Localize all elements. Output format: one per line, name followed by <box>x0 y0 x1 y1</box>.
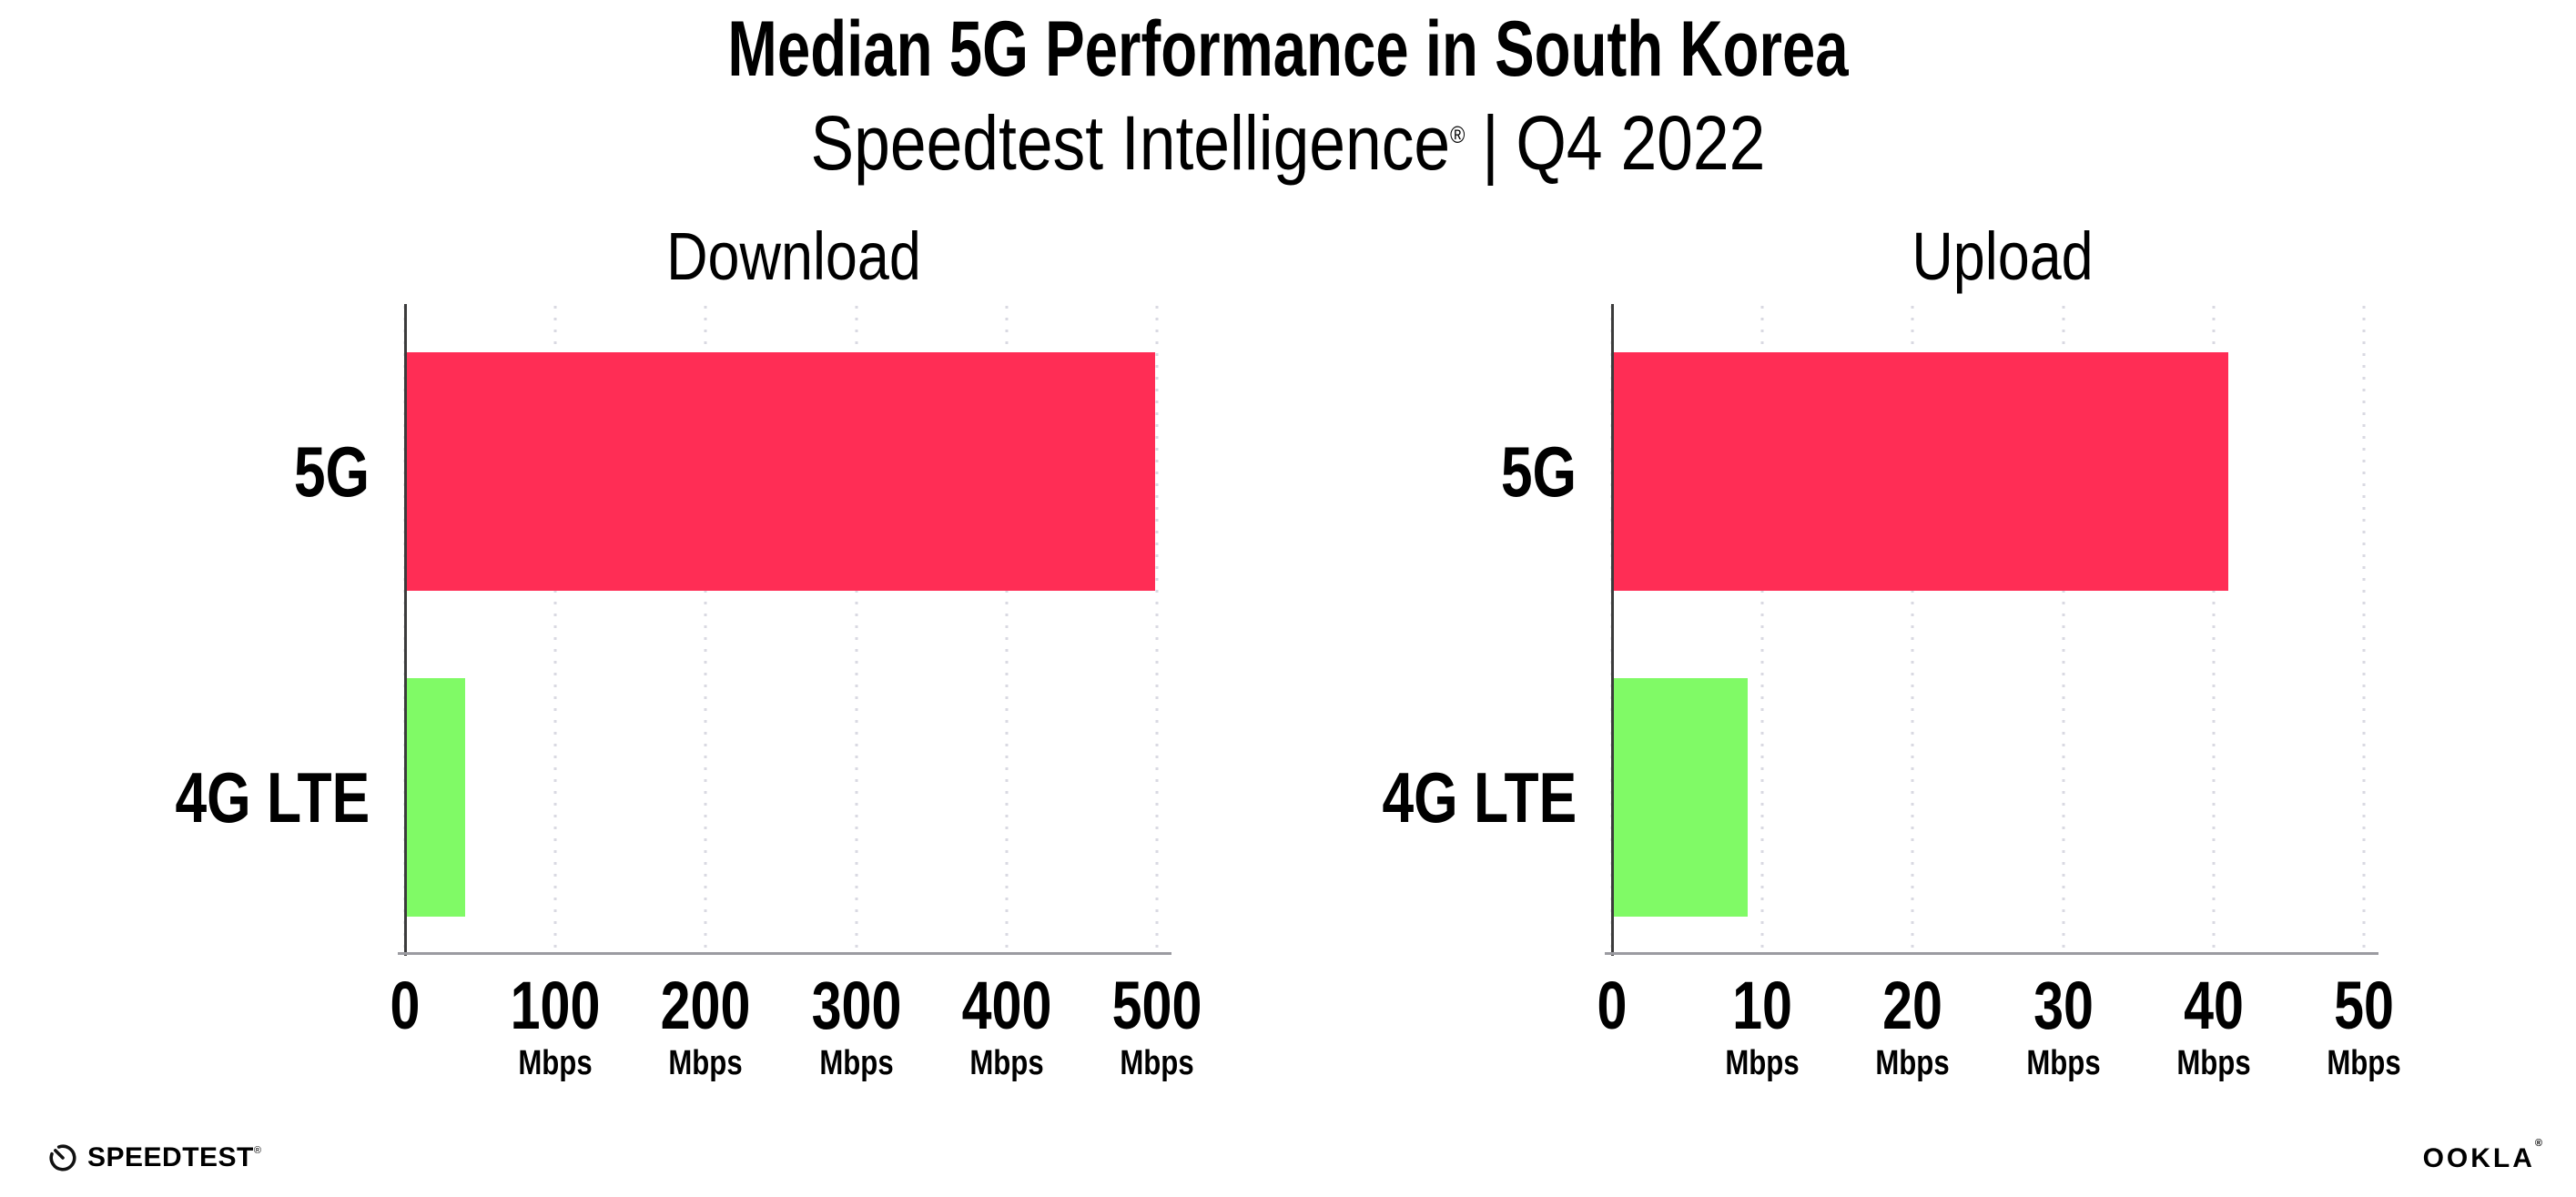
registered-mark: ® <box>1450 121 1465 148</box>
gridline-0 <box>1610 306 1614 954</box>
x-tick-value: 50 <box>2334 968 2394 1043</box>
speedtest-trademark: ® <box>253 1145 261 1156</box>
x-tick-20: 20 Mbps <box>1868 968 1958 1082</box>
x-tick-unit: Mbps <box>2327 1044 2401 1082</box>
ookla-logo: OOKLA® <box>2422 1138 2545 1174</box>
gridline-300 <box>855 306 858 954</box>
gridline-0 <box>403 306 407 954</box>
x-tick-30: 30 Mbps <box>2018 968 2108 1082</box>
gridline-30 <box>2062 306 2065 954</box>
x-tick-value: 200 <box>661 968 751 1043</box>
category-label-4g-lte: 4G LTE <box>1185 761 1577 834</box>
x-tick-100: 100 Mbps <box>499 968 611 1082</box>
x-tick-value: 30 <box>2033 968 2094 1043</box>
ookla-trademark: ® <box>2534 1138 2545 1149</box>
bar-4g-lte <box>1612 678 1748 917</box>
gridline-100 <box>553 306 557 954</box>
subtitle-period: Q4 2022 <box>1516 100 1766 186</box>
x-tick-unit: Mbps <box>818 1044 894 1082</box>
figure-title-text: Median 5G Performance in South Korea <box>727 5 1849 93</box>
x-tick-200: 200 Mbps <box>650 968 762 1082</box>
download-x-axis-ticks: 0 100 Mbps 200 Mbps 300 Mbps 400 Mbps 500 Mbps <box>390 968 1202 1100</box>
x-tick-value: 0 <box>1597 968 1628 1043</box>
category-label-text: 5G <box>293 431 370 512</box>
figure-subtitle: Speedtest Intelligence® | Q4 2022 <box>0 93 2576 185</box>
bar-5g <box>405 352 1156 591</box>
gridline-10 <box>1760 306 1764 954</box>
x-tick-300: 300 Mbps <box>800 968 912 1082</box>
x-tick-400: 400 Mbps <box>950 968 1062 1082</box>
x-tick-value: 20 <box>1882 968 1943 1043</box>
x-tick-value: 500 <box>1111 968 1202 1043</box>
gridline-200 <box>704 306 707 954</box>
category-label-5g: 5G <box>1185 435 1577 508</box>
x-tick-unit: Mbps <box>1875 1044 1951 1082</box>
x-tick-unit: Mbps <box>1725 1044 1800 1082</box>
category-label-5g: 5G <box>0 435 370 508</box>
category-label-text: 5G <box>1500 431 1577 512</box>
category-label-4g-lte: 4G LTE <box>0 761 370 834</box>
x-tick-unit: Mbps <box>668 1044 744 1082</box>
x-tick-40: 40 Mbps <box>2168 968 2258 1082</box>
category-label-text: 4G LTE <box>175 757 370 837</box>
gridline-40 <box>2212 306 2216 954</box>
subtitle-brand: Speedtest Intelligence <box>810 100 1451 186</box>
x-tick-value: 0 <box>390 968 421 1043</box>
gridline-50 <box>2362 306 2366 954</box>
speedtest-gauge-icon <box>49 1144 76 1172</box>
x-tick-50: 50 Mbps <box>2318 968 2409 1082</box>
bar-5g <box>1612 352 2229 591</box>
x-tick-value: 300 <box>811 968 901 1043</box>
category-label-text: 4G LTE <box>1382 757 1577 837</box>
x-tick-unit: Mbps <box>518 1044 593 1082</box>
subplot-title-upload: Upload <box>1912 218 2094 294</box>
speedtest-logo: SPEEDTEST ® <box>47 1138 261 1178</box>
gridline-20 <box>1911 306 1914 954</box>
x-tick-10: 10 Mbps <box>1718 968 1808 1082</box>
x-tick-value: 10 <box>1732 968 1793 1043</box>
x-tick-0: 0 <box>386 972 423 1040</box>
figure-title: Median 5G Performance in South Korea <box>0 7 2576 91</box>
upload-x-axis-ticks: 0 10 Mbps 20 Mbps 30 Mbps 40 Mbps 50 Mbps <box>1597 968 2401 1100</box>
ookla-wordmark: OOKLA <box>2422 1143 2535 1173</box>
x-tick-unit: Mbps <box>2025 1044 2101 1082</box>
download-plot-area: 5G 4G LTE <box>175 304 1171 956</box>
x-tick-unit: Mbps <box>2176 1044 2251 1082</box>
x-tick-value: 100 <box>510 968 601 1043</box>
gridline-400 <box>1005 306 1009 954</box>
upload-plot-area: 5G 4G LTE <box>1382 304 2378 956</box>
x-tick-unit: Mbps <box>969 1044 1044 1082</box>
subtitle-separator: | <box>1482 100 1499 186</box>
speedtest-wordmark: SPEEDTEST <box>87 1142 254 1172</box>
x-tick-value: 40 <box>2183 968 2244 1043</box>
bar-4g-lte <box>405 678 466 917</box>
gridline-500 <box>1155 306 1159 954</box>
x-tick-0: 0 <box>1593 972 1630 1040</box>
x-tick-500: 500 Mbps <box>1100 968 1212 1082</box>
x-tick-value: 400 <box>961 968 1052 1043</box>
x-tick-unit: Mbps <box>1120 1044 1194 1082</box>
subplot-title-download: Download <box>666 218 921 294</box>
